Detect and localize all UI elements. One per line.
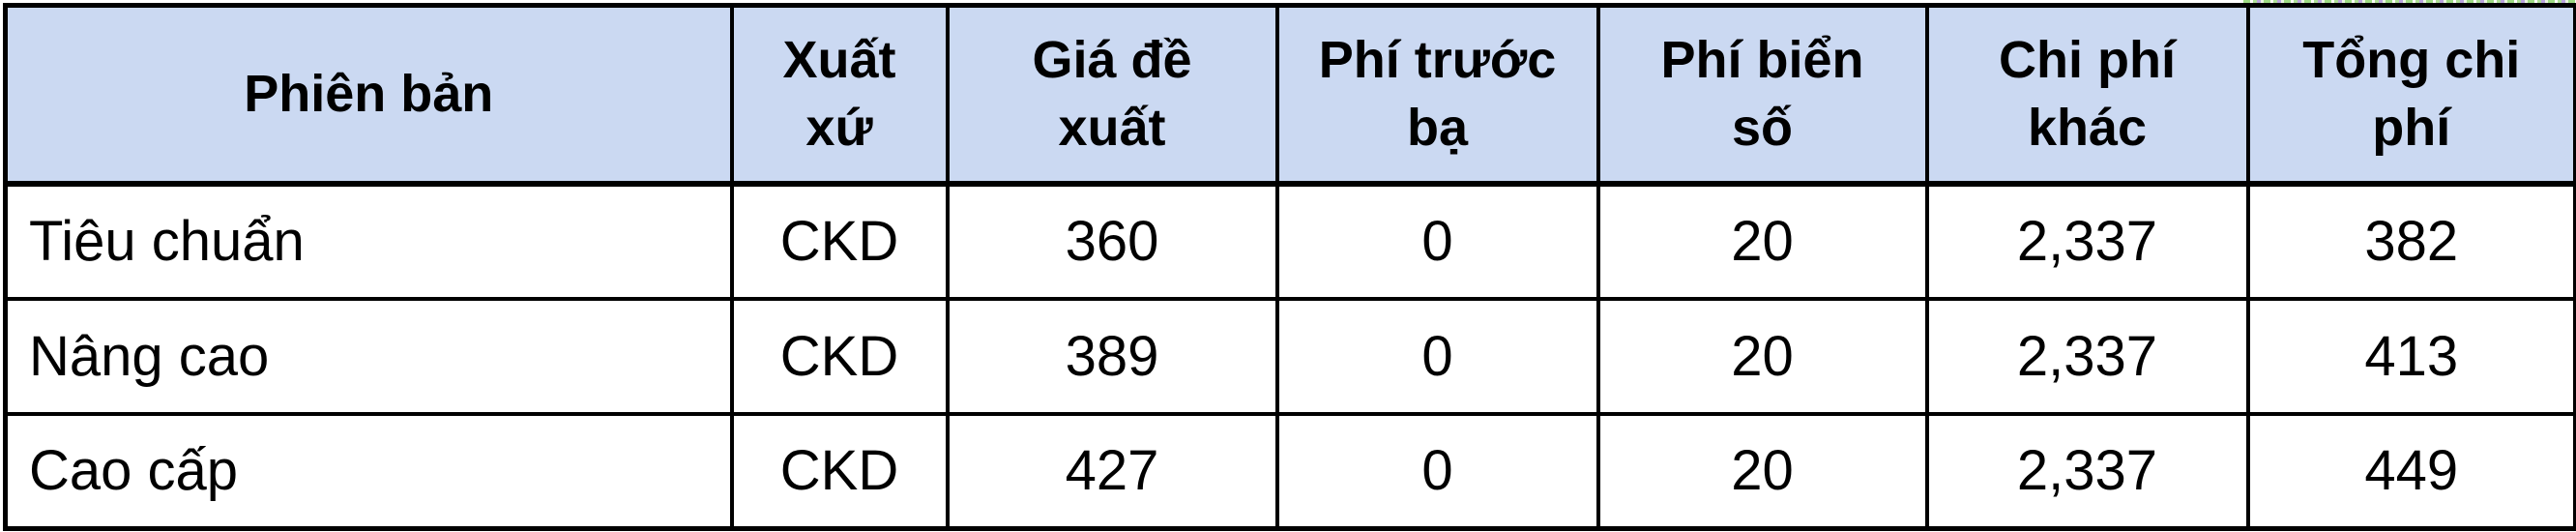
cell-total: 449 bbox=[2245, 411, 2576, 531]
cell-version: Cao cấp bbox=[3, 411, 734, 531]
cell-origin: CKD bbox=[729, 411, 950, 531]
header-cell-price: Giá đề xuất bbox=[945, 3, 1279, 187]
cell-plate-fee: 20 bbox=[1595, 296, 1929, 416]
cell-price: 389 bbox=[945, 296, 1279, 416]
cell-plate-fee: 20 bbox=[1595, 181, 1929, 301]
header-cell-plate-fee: Phí biển số bbox=[1595, 3, 1929, 187]
cell-other-costs: 2,337 bbox=[1924, 181, 2250, 301]
cell-total: 413 bbox=[2245, 296, 2576, 416]
cell-price: 360 bbox=[945, 181, 1279, 301]
cell-version: Tiêu chuẩn bbox=[3, 181, 734, 301]
header-cell-total: Tổng chi phí bbox=[2245, 3, 2576, 187]
car-cost-table: Phiên bản Xuất xứ Giá đề xuất Phí trước … bbox=[3, 3, 2576, 531]
cell-total: 382 bbox=[2245, 181, 2576, 301]
header-cell-version: Phiên bản bbox=[3, 3, 734, 187]
table-header-row: Phiên bản Xuất xứ Giá đề xuất Phí trước … bbox=[3, 3, 2576, 187]
cell-price: 427 bbox=[945, 411, 1279, 531]
table-row: Tiêu chuẩn CKD 360 0 20 2,337 382 bbox=[3, 181, 2576, 301]
header-cell-registration-fee: Phí trước bạ bbox=[1274, 3, 1600, 187]
cell-registration-fee: 0 bbox=[1274, 411, 1600, 531]
cell-other-costs: 2,337 bbox=[1924, 296, 2250, 416]
header-cell-other-costs: Chi phí khác bbox=[1924, 3, 2250, 187]
cell-registration-fee: 0 bbox=[1274, 296, 1600, 416]
table-row: Cao cấp CKD 427 0 20 2,337 449 bbox=[3, 411, 2576, 531]
cell-origin: CKD bbox=[729, 296, 950, 416]
cell-registration-fee: 0 bbox=[1274, 181, 1600, 301]
table-row: Nâng cao CKD 389 0 20 2,337 413 bbox=[3, 296, 2576, 416]
cell-plate-fee: 20 bbox=[1595, 411, 1929, 531]
cell-other-costs: 2,337 bbox=[1924, 411, 2250, 531]
cell-version: Nâng cao bbox=[3, 296, 734, 416]
header-cell-origin: Xuất xứ bbox=[729, 3, 950, 187]
cell-origin: CKD bbox=[729, 181, 950, 301]
